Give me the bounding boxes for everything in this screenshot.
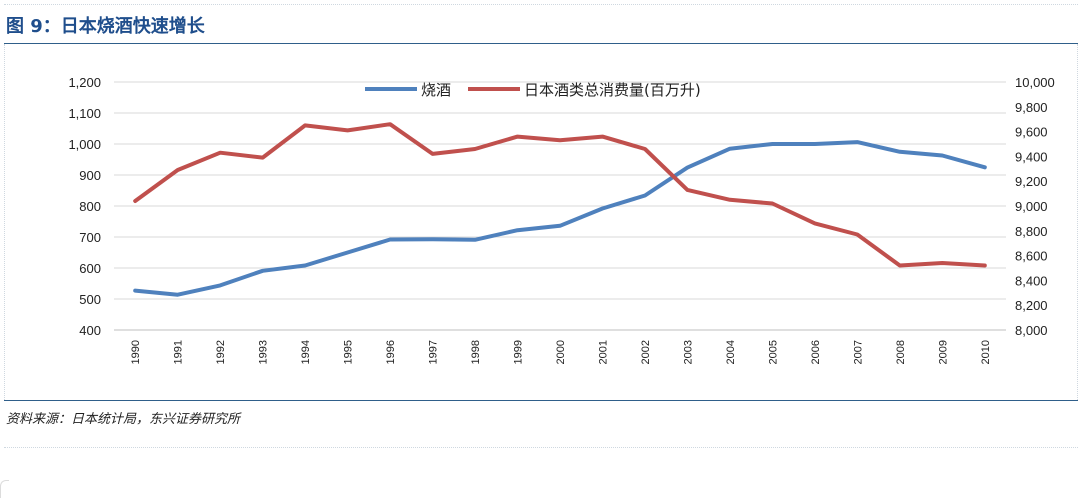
right-tick-label: 8,200: [1015, 298, 1048, 313]
left-tick-label: 800: [79, 199, 101, 214]
x-tick-label: 1998: [470, 340, 482, 364]
right-tick-label: 8,600: [1015, 249, 1048, 264]
x-tick-label: 2004: [725, 340, 737, 364]
x-tick-label: 2003: [682, 340, 694, 364]
page-corner: [0, 480, 9, 498]
right-tick-label: 9,800: [1015, 100, 1048, 115]
right-tick-label: 9,000: [1015, 199, 1048, 214]
source-note: 资料来源：日本统计局，东兴证券研究所: [6, 412, 241, 427]
right-tick-label: 9,600: [1015, 125, 1048, 140]
right-tick-label: 8,800: [1015, 224, 1048, 239]
x-tick-label: 1997: [428, 340, 440, 364]
x-tick-label: 1996: [385, 340, 397, 364]
x-tick-label: 2005: [767, 340, 779, 364]
right-tick-label: 8,400: [1015, 273, 1048, 288]
left-tick-label: 400: [79, 323, 101, 338]
left-tick-label: 1,100: [68, 106, 101, 121]
x-tick-label: 2009: [937, 340, 949, 364]
x-axis-ticks: 1990 1991 1992 1993 1994 1995 1996 1997 1998 1999…: [130, 340, 992, 364]
series-line: [133, 122, 987, 268]
x-tick-label: 2010: [980, 340, 992, 364]
left-tick-label: 1,200: [68, 75, 101, 90]
right-tick-label: 8,000: [1015, 323, 1048, 338]
figure-title: 图 9：日本烧酒快速增长: [6, 16, 205, 37]
legend: 烧酒 日本酒类总消费量(百万升): [365, 81, 701, 99]
x-tick-label: 2006: [810, 340, 822, 364]
right-tick-label: 10,000: [1015, 75, 1055, 90]
x-tick-label: 1995: [343, 340, 355, 364]
series-lines: [133, 122, 987, 297]
x-tick-label: 1991: [173, 340, 185, 364]
x-tick-label: 2008: [895, 340, 907, 364]
gridlines: [114, 81, 1006, 331]
x-tick-label: 1999: [513, 340, 525, 364]
top-dotted-border: [4, 4, 1078, 5]
x-tick-label: 1992: [215, 340, 227, 364]
left-dotted-border: [4, 44, 5, 400]
bottom-dotted-border: [4, 447, 1078, 448]
series-line: [133, 140, 987, 297]
right-tick-label: 9,200: [1015, 174, 1048, 189]
left-tick-label: 1,000: [68, 137, 101, 152]
right-axis-ticks: 8,000 8,200 8,400 8,600 8,800 9,000 9,200 9,400…: [1015, 75, 1055, 338]
right-tick-label: 9,400: [1015, 149, 1048, 164]
left-axis-ticks: 400 500 600 700 800 900 1,000 1,100 1,200: [68, 75, 101, 338]
x-tick-label: 2007: [852, 340, 864, 364]
x-tick-label: 1993: [258, 340, 270, 364]
legend-label: 日本酒类总消费量(百万升): [524, 81, 701, 99]
left-tick-label: 600: [79, 261, 101, 276]
left-tick-label: 900: [79, 168, 101, 183]
x-tick-label: 2001: [597, 340, 609, 364]
right-dotted-border: [1077, 44, 1078, 400]
x-tick-label: 1990: [130, 340, 142, 364]
left-tick-label: 500: [79, 292, 101, 307]
legend-label: 烧酒: [421, 81, 451, 99]
title-divider: [4, 43, 1078, 44]
left-tick-label: 700: [79, 230, 101, 245]
x-tick-label: 2000: [555, 340, 567, 364]
source-divider: [4, 400, 1078, 401]
x-tick-label: 1994: [300, 340, 312, 364]
x-tick-label: 2002: [640, 340, 652, 364]
